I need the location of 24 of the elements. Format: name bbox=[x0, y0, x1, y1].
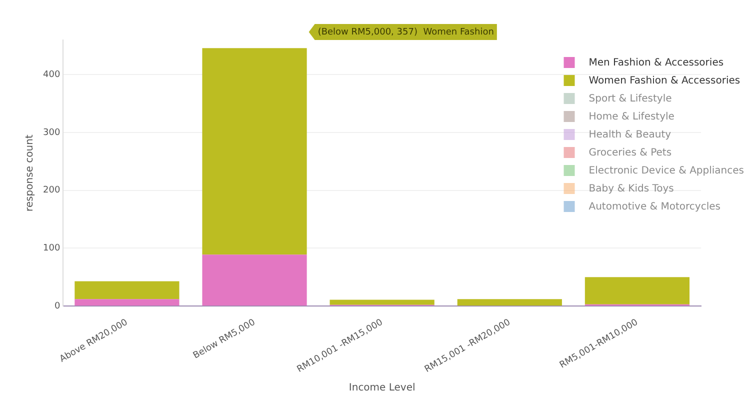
y-tick-label: 200 bbox=[42, 186, 60, 196]
bar bbox=[457, 299, 562, 306]
y-tick-label: 0 bbox=[54, 301, 60, 312]
legend-label: Sport & Lifestyle bbox=[588, 94, 672, 105]
bar bbox=[330, 300, 434, 305]
legend-label: Home & Lifestyle bbox=[588, 112, 674, 123]
legend-label: Baby & Kids Toys bbox=[588, 184, 674, 195]
y-axis-title: response count bbox=[24, 134, 36, 212]
legend-label: Health & Beauty bbox=[588, 130, 672, 141]
bar bbox=[74, 299, 180, 306]
legend-label: Men Fashion & Accessories bbox=[588, 58, 724, 69]
text: (Below RM5,000, 357) Women Fashion bbox=[318, 27, 494, 38]
y-tick-label: 100 bbox=[42, 244, 60, 254]
legend-label: Electronic Device & Appliances bbox=[588, 166, 744, 177]
bar bbox=[74, 281, 180, 300]
legend-label: Women Fashion & Accessories bbox=[588, 76, 740, 87]
y-tick-label: 400 bbox=[42, 70, 60, 80]
x-axis-title: Income Level bbox=[348, 382, 416, 394]
legend-label: Groceries & Pets bbox=[588, 148, 672, 159]
legend-label: Automotive & Motorcycles bbox=[588, 202, 720, 213]
bar bbox=[584, 277, 690, 304]
bar bbox=[202, 48, 307, 255]
y-tick-label: 300 bbox=[42, 128, 60, 138]
bar bbox=[202, 254, 307, 306]
